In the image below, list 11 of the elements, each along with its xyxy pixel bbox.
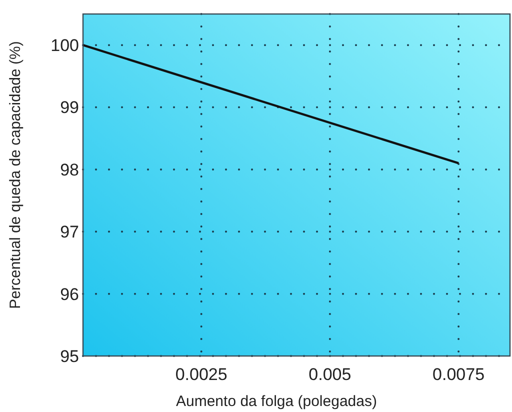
y-tick-label: 99 [60, 98, 79, 118]
y-tick-label: 98 [60, 160, 79, 180]
x-tick-label: 0.005 [308, 365, 352, 384]
y-tick-label: 95 [60, 346, 79, 366]
y-axis-title: Percentual de queda de capacidade (%) [7, 41, 24, 309]
x-tick-label: 0.0075 [432, 365, 485, 384]
y-tick-label: 100 [50, 36, 79, 56]
x-tick-label: 0.0025 [175, 365, 228, 384]
y-tick-label: 97 [60, 222, 79, 242]
y-tick-label: 96 [60, 284, 79, 304]
x-axis-title: Aumento da folga (polegadas) [176, 393, 377, 410]
